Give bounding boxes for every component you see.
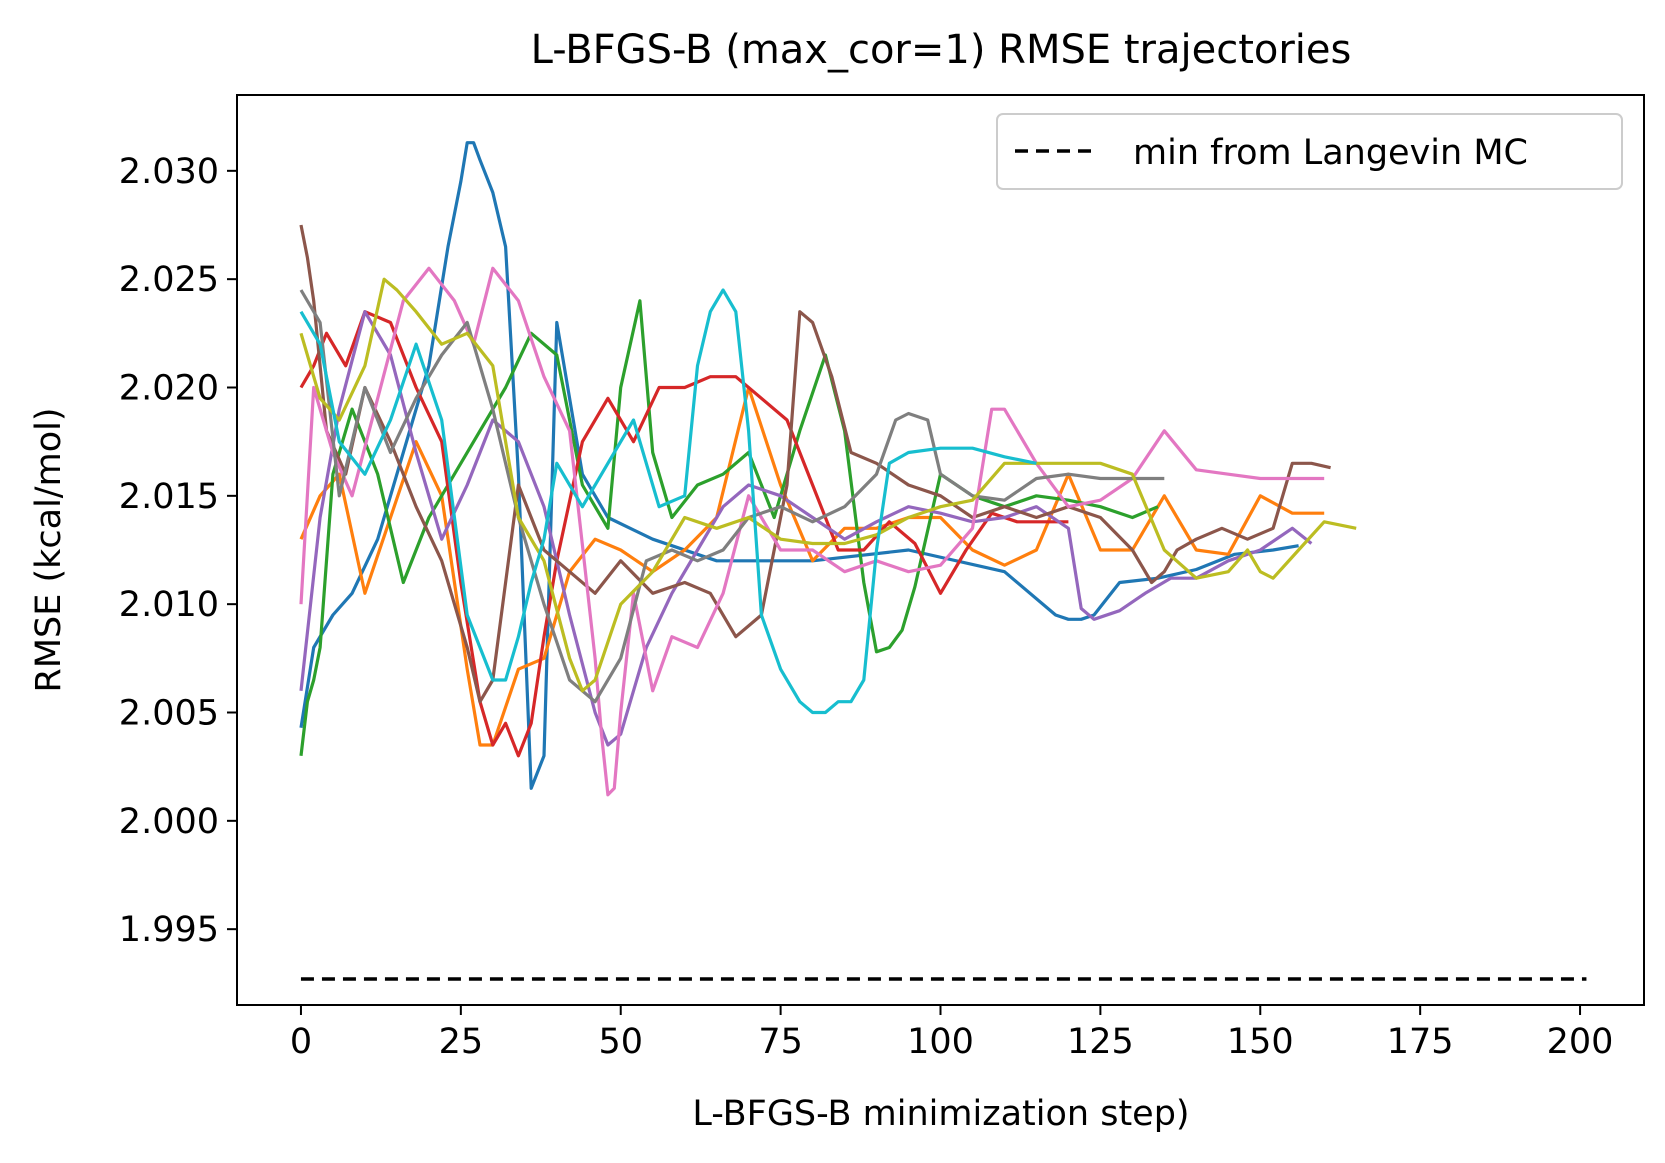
y-tick-label: 1.995: [119, 910, 219, 950]
series-line-7: [299, 266, 1325, 797]
y-tick-label: 2.020: [119, 369, 219, 409]
x-tick-label: 50: [598, 1022, 643, 1062]
y-tick-label: 2.030: [119, 152, 219, 192]
x-tick-label: 100: [907, 1022, 974, 1062]
series-line-6: [299, 224, 1331, 704]
legend-entry-label: min from Langevin MC: [1133, 133, 1528, 173]
y-tick-label: 2.025: [119, 260, 219, 300]
chart-title: L-BFGS-B (max_cor=1) RMSE trajectories: [531, 27, 1352, 73]
series-line-8: [299, 289, 1165, 704]
series-line-10: [299, 288, 1037, 715]
x-tick-label: 150: [1227, 1022, 1294, 1062]
y-tick-label: 2.010: [119, 585, 219, 625]
legend-box: [996, 113, 1623, 190]
x-tick-label: 75: [758, 1022, 803, 1062]
x-tick-label: 25: [439, 1022, 484, 1062]
legend: min from Langevin MC: [996, 113, 1623, 190]
y-tick-label: 2.015: [119, 477, 219, 517]
series-layer: [299, 141, 1357, 797]
series-line-9: [299, 277, 1357, 693]
x-tick-label: 125: [1067, 1022, 1134, 1062]
y-tick-label: 2.000: [119, 802, 219, 842]
x-tick-label: 200: [1547, 1022, 1614, 1062]
x-tick-label: 175: [1387, 1022, 1454, 1062]
y-axis-label: RMSE (kcal/mol): [29, 408, 69, 693]
y-tick-label: 2.005: [119, 694, 219, 734]
x-axis-ticks: 0 25 50 75 100 125 150 175 200: [290, 1005, 1614, 1062]
x-tick-label: 0: [290, 1022, 312, 1062]
series-line-4: [299, 310, 1069, 758]
x-axis-label: L-BFGS-B minimization step): [692, 1094, 1189, 1134]
y-axis-ticks: 1.995 2.000 2.005 2.010 2.015 2.020 2.025 2.030: [119, 152, 237, 950]
